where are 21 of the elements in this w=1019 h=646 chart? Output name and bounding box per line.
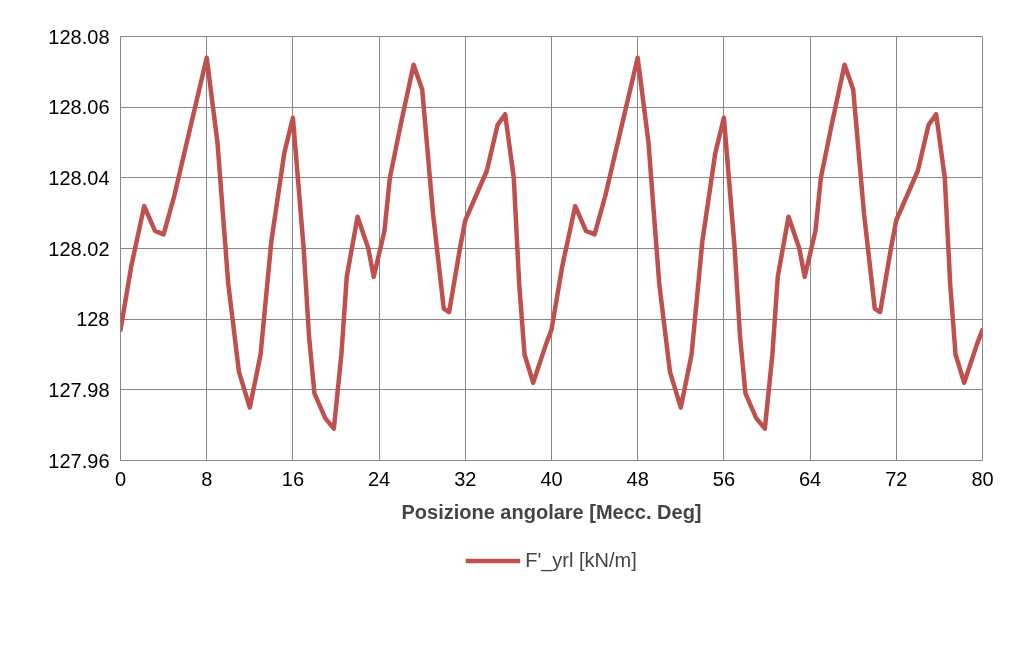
legend-label: F'_yrl [kN/m] xyxy=(525,548,637,572)
y-tick-label: 127.96 xyxy=(48,449,110,472)
x-tick-label: 0 xyxy=(114,467,127,490)
line-series xyxy=(120,55,983,431)
y-tick-label: 128.08 xyxy=(48,25,110,48)
x-tick-label: 64 xyxy=(798,467,822,490)
x-tick-label: 40 xyxy=(540,467,563,490)
x-tick-label: 56 xyxy=(712,467,736,490)
y-tick-label: 127.98 xyxy=(48,378,110,401)
x-tick-label: 32 xyxy=(454,467,477,490)
x-tick-label: 24 xyxy=(367,467,391,490)
x-axis-title: Posizione angolare [Mecc. Deg] xyxy=(401,500,702,523)
y-tick-label: 128 xyxy=(76,308,110,331)
x-tick-label: 72 xyxy=(885,467,908,490)
x-tick-label: 16 xyxy=(281,467,305,490)
x-tick-label: 80 xyxy=(971,467,994,490)
y-tick-label: 128.06 xyxy=(48,96,110,119)
y-tick-label: 128.02 xyxy=(48,237,110,260)
x-tick-label: 8 xyxy=(201,467,213,490)
y-tick-label: 128.04 xyxy=(48,166,110,189)
x-tick-label: 48 xyxy=(626,467,649,490)
